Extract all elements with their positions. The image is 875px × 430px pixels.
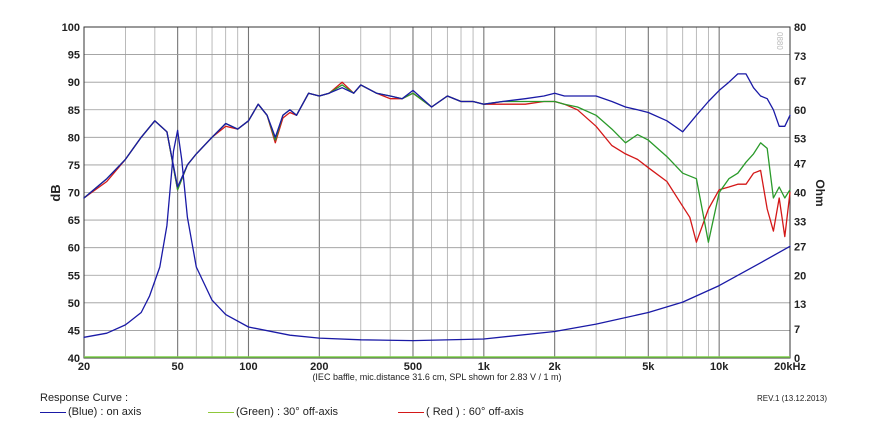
legend-swatch-blue bbox=[40, 411, 66, 413]
tick-labels: 20 50 100 200 500 1k 2k 5k 10k 20kHz4045505560657… bbox=[62, 22, 807, 373]
y-tick-label: 70 bbox=[68, 188, 80, 200]
watermark: 0880 bbox=[775, 32, 784, 50]
x-tick-label: 50 bbox=[172, 361, 184, 373]
grid bbox=[84, 27, 790, 358]
y2-tick-label: 67 bbox=[794, 76, 806, 88]
y2-tick-label: 60 bbox=[794, 105, 806, 117]
y2-tick-label: 33 bbox=[794, 216, 806, 228]
y2-tick-label: 40 bbox=[794, 188, 806, 200]
y2-tick-label: 20 bbox=[794, 270, 806, 282]
legend-label-blue: (Blue) : on axis bbox=[68, 406, 142, 418]
y-tick-label: 50 bbox=[68, 298, 80, 310]
x-tick-label: 500 bbox=[404, 361, 422, 373]
y-tick-label: 60 bbox=[68, 243, 80, 255]
y-tick-label: 65 bbox=[68, 215, 80, 227]
legend-label-green: (Green) : 30° off-axis bbox=[236, 406, 339, 418]
legend-item-green: (Green) : 30° off-axis bbox=[208, 406, 338, 418]
y2-tick-label: 0 bbox=[794, 353, 800, 365]
series-line-1 bbox=[83, 84, 791, 243]
y2-tick-label: 80 bbox=[794, 22, 806, 34]
y-tick-label: 45 bbox=[68, 325, 80, 337]
y-axis-label: dB bbox=[48, 184, 63, 201]
x-tick-label: 5k bbox=[642, 361, 655, 373]
x-tick-label: 200 bbox=[310, 361, 328, 373]
y-tick-label: 90 bbox=[68, 77, 80, 89]
y2-axis-label: Ohm bbox=[813, 179, 827, 206]
legend-swatch-green bbox=[208, 411, 234, 413]
y-tick-label: 55 bbox=[68, 270, 80, 282]
x-tick-label: 10k bbox=[710, 361, 729, 373]
y-tick-label: 75 bbox=[68, 160, 80, 172]
x-tick-label: 100 bbox=[239, 361, 257, 373]
legend-item-blue: (Blue) : on axis bbox=[40, 406, 141, 418]
x-tick-label: 2k bbox=[549, 361, 562, 373]
y2-tick-label: 27 bbox=[794, 241, 806, 253]
y2-tick-label: 13 bbox=[794, 299, 806, 311]
y2-tick-label: 7 bbox=[794, 324, 800, 336]
y2-tick-label: 47 bbox=[794, 159, 806, 171]
revision-label: REV.1 (13.12.2013) bbox=[757, 394, 827, 403]
legend-swatch-red bbox=[398, 411, 424, 413]
y2-tick-label: 53 bbox=[794, 134, 806, 146]
series-line-0 bbox=[83, 73, 791, 199]
y-tick-label: 80 bbox=[68, 132, 80, 144]
y-tick-label: 95 bbox=[68, 50, 80, 62]
x-tick-label: 20 bbox=[78, 361, 90, 373]
y2-tick-label: 73 bbox=[794, 51, 806, 63]
x-tick-label: 20kHz bbox=[774, 361, 806, 373]
y-tick-label: 40 bbox=[68, 353, 80, 365]
legend-title: Response Curve : bbox=[40, 392, 129, 404]
series-line-3 bbox=[83, 129, 791, 342]
series-lines bbox=[83, 73, 791, 358]
x-tick-label: 1k bbox=[478, 361, 491, 373]
legend-item-red: ( Red ) : 60° off-axis bbox=[398, 406, 524, 418]
y-tick-label: 100 bbox=[62, 22, 80, 34]
legend-label-red: ( Red ) : 60° off-axis bbox=[426, 406, 524, 418]
y-tick-label: 85 bbox=[68, 105, 80, 117]
x-axis-caption: (IEC baffle, mic.distance 31.6 cm, SPL s… bbox=[312, 372, 561, 382]
